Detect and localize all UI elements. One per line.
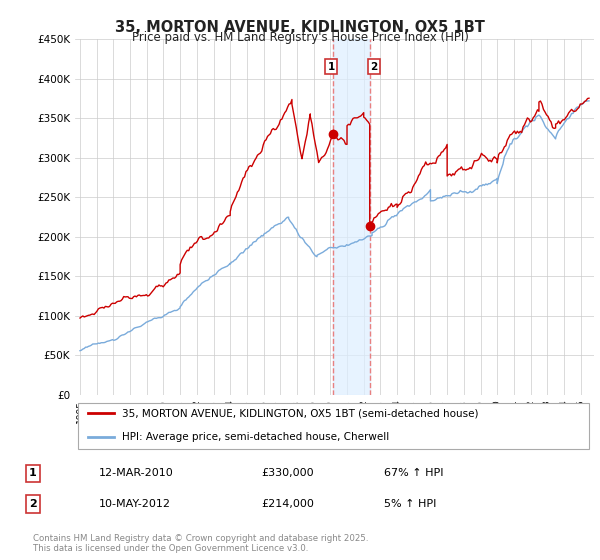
Text: £330,000: £330,000 xyxy=(261,468,314,478)
Text: 1: 1 xyxy=(328,62,335,72)
Text: 10-MAY-2012: 10-MAY-2012 xyxy=(99,499,171,509)
Text: 35, MORTON AVENUE, KIDLINGTON, OX5 1BT: 35, MORTON AVENUE, KIDLINGTON, OX5 1BT xyxy=(115,20,485,35)
Text: Contains HM Land Registry data © Crown copyright and database right 2025.
This d: Contains HM Land Registry data © Crown c… xyxy=(33,534,368,553)
Text: 5% ↑ HPI: 5% ↑ HPI xyxy=(384,499,436,509)
FancyBboxPatch shape xyxy=(77,404,589,449)
Text: Price paid vs. HM Land Registry's House Price Index (HPI): Price paid vs. HM Land Registry's House … xyxy=(131,31,469,44)
Text: HPI: Average price, semi-detached house, Cherwell: HPI: Average price, semi-detached house,… xyxy=(122,432,389,442)
Text: 67% ↑ HPI: 67% ↑ HPI xyxy=(384,468,443,478)
Text: 1: 1 xyxy=(29,468,37,478)
Text: 35, MORTON AVENUE, KIDLINGTON, OX5 1BT (semi-detached house): 35, MORTON AVENUE, KIDLINGTON, OX5 1BT (… xyxy=(122,408,478,418)
Text: 2: 2 xyxy=(29,499,37,509)
Text: 12-MAR-2010: 12-MAR-2010 xyxy=(99,468,174,478)
Text: 2: 2 xyxy=(370,62,377,72)
Text: £214,000: £214,000 xyxy=(261,499,314,509)
Bar xyxy=(334,39,370,395)
